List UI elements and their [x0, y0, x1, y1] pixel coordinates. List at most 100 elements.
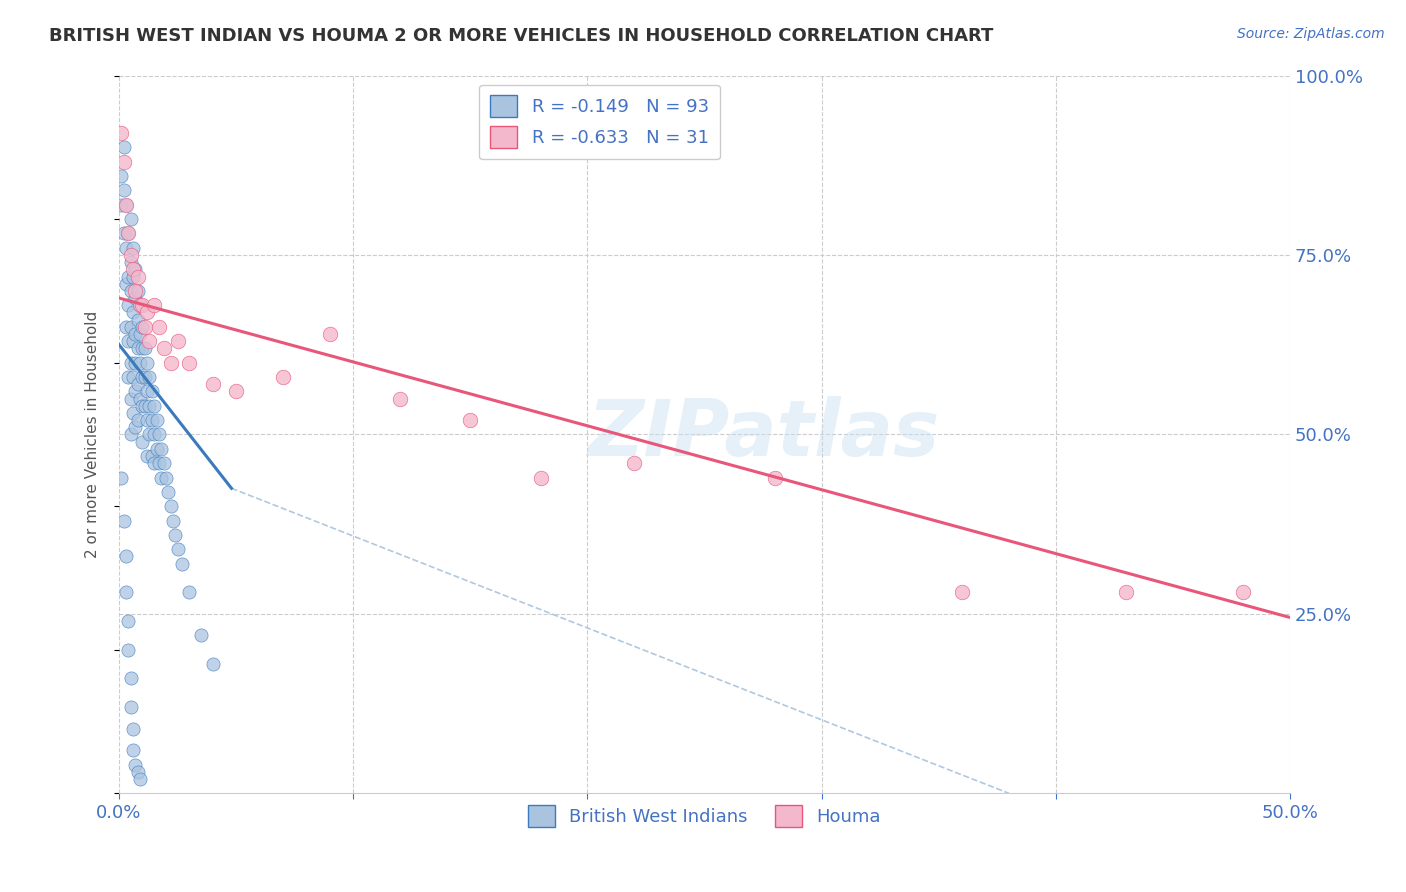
Y-axis label: 2 or more Vehicles in Household: 2 or more Vehicles in Household: [86, 310, 100, 558]
Point: [201, 377, 224, 392]
Point: [112, 227, 135, 241]
Point: [136, 305, 159, 319]
Point: [138, 427, 160, 442]
Point: [115, 198, 138, 212]
Point: [129, 298, 152, 312]
Point: [120, 700, 142, 714]
Point: [129, 298, 152, 312]
Point: [145, 413, 167, 427]
Point: [127, 312, 149, 326]
Point: [124, 262, 146, 277]
Point: [110, 169, 132, 183]
Point: [319, 326, 342, 341]
Point: [152, 341, 174, 355]
Point: [131, 341, 153, 355]
Legend: British West Indians, Houma: British West Indians, Houma: [520, 798, 889, 835]
Point: [122, 722, 145, 736]
Point: [120, 255, 142, 269]
Point: [159, 356, 181, 370]
Point: [127, 284, 149, 298]
Point: [172, 557, 194, 571]
Point: [201, 657, 224, 672]
Point: [165, 528, 187, 542]
Point: [122, 305, 145, 319]
Point: [112, 154, 135, 169]
Text: Source: ZipAtlas.com: Source: ZipAtlas.com: [1237, 27, 1385, 41]
Point: [150, 442, 173, 456]
Point: [141, 384, 163, 399]
Point: [120, 392, 142, 406]
Point: [129, 356, 152, 370]
Point: [129, 392, 152, 406]
Point: [136, 449, 159, 463]
Point: [124, 384, 146, 399]
Point: [150, 470, 173, 484]
Point: [110, 470, 132, 484]
Point: [120, 672, 142, 686]
Point: [117, 227, 139, 241]
Point: [117, 334, 139, 348]
Point: [1232, 585, 1254, 599]
Point: [127, 413, 149, 427]
Point: [152, 456, 174, 470]
Point: [122, 269, 145, 284]
Point: [623, 456, 645, 470]
Point: [115, 241, 138, 255]
Point: [157, 484, 180, 499]
Point: [148, 319, 170, 334]
Point: [122, 241, 145, 255]
Point: [134, 341, 156, 355]
Point: [190, 628, 212, 642]
Point: [159, 500, 181, 514]
Point: [179, 356, 201, 370]
Point: [1115, 585, 1137, 599]
Point: [136, 384, 159, 399]
Point: [179, 585, 201, 599]
Point: [166, 334, 188, 348]
Point: [129, 772, 152, 786]
Point: [225, 384, 247, 399]
Point: [117, 298, 139, 312]
Point: [138, 334, 160, 348]
Point: [122, 406, 145, 420]
Point: [138, 399, 160, 413]
Point: [131, 298, 153, 312]
Point: [162, 514, 184, 528]
Point: [127, 269, 149, 284]
Point: [166, 542, 188, 557]
Point: [131, 399, 153, 413]
Point: [763, 470, 786, 484]
Point: [117, 370, 139, 384]
Point: [117, 269, 139, 284]
Point: [131, 370, 153, 384]
Point: [120, 427, 142, 442]
Point: [148, 456, 170, 470]
Point: [115, 585, 138, 599]
Text: BRITISH WEST INDIAN VS HOUMA 2 OR MORE VEHICLES IN HOUSEHOLD CORRELATION CHART: BRITISH WEST INDIAN VS HOUMA 2 OR MORE V…: [49, 27, 994, 45]
Point: [143, 456, 166, 470]
Point: [127, 377, 149, 392]
Point: [950, 585, 973, 599]
Point: [271, 370, 294, 384]
Point: [122, 262, 145, 277]
Point: [124, 420, 146, 434]
Point: [115, 319, 138, 334]
Point: [117, 642, 139, 657]
Point: [155, 470, 177, 484]
Point: [134, 370, 156, 384]
Point: [143, 399, 166, 413]
Point: [117, 614, 139, 628]
Point: [148, 427, 170, 442]
Point: [122, 334, 145, 348]
Point: [124, 326, 146, 341]
Point: [124, 356, 146, 370]
Point: [115, 549, 138, 564]
Point: [120, 356, 142, 370]
Point: [120, 248, 142, 262]
Point: [141, 449, 163, 463]
Point: [120, 319, 142, 334]
Point: [120, 284, 142, 298]
Text: ZIPatlas: ZIPatlas: [586, 396, 939, 473]
Point: [143, 427, 166, 442]
Point: [131, 319, 153, 334]
